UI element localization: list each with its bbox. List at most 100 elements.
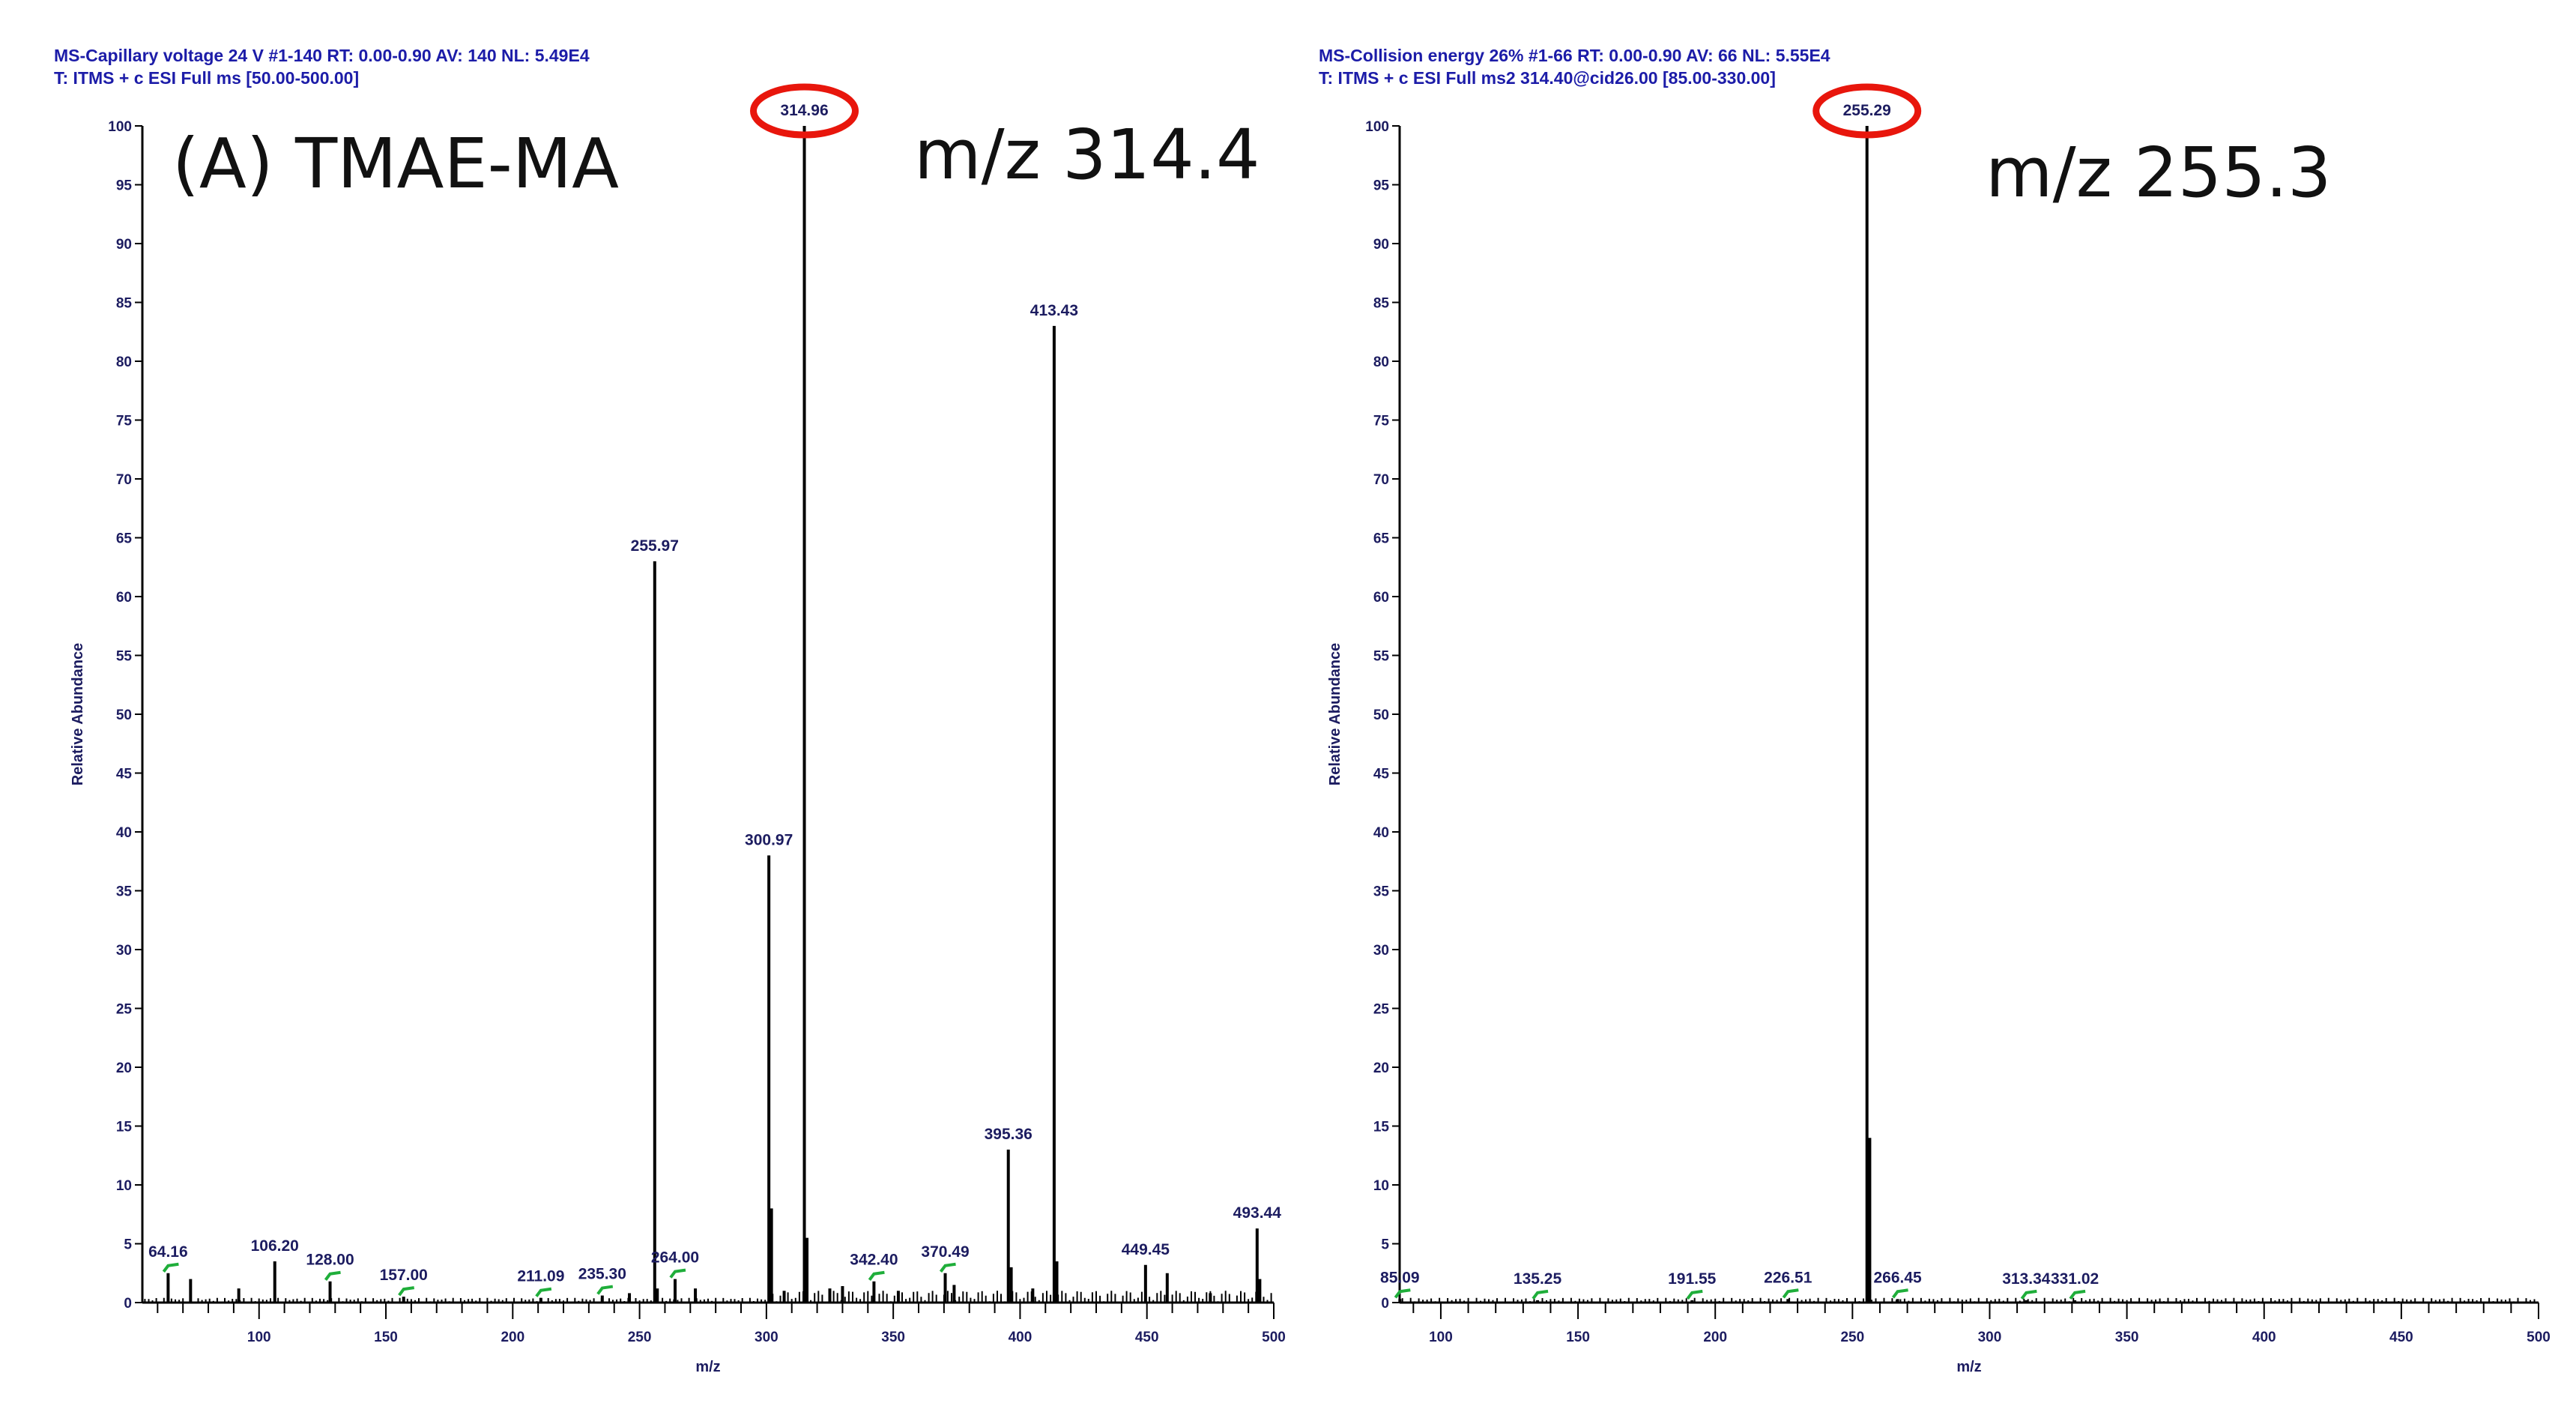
- x-tick-label: 400: [1009, 1330, 1032, 1345]
- y-tick-label: 75: [116, 414, 133, 429]
- y-tick-label: 5: [124, 1237, 132, 1253]
- y-tick-label: 55: [1373, 649, 1390, 665]
- peak-label: 235.30: [578, 1266, 626, 1283]
- peak-marker: [669, 1268, 686, 1279]
- y-tick-label: 90: [1373, 237, 1389, 253]
- peak-marker: [535, 1287, 552, 1297]
- highlight-ring: [750, 83, 859, 139]
- peak-marker: [1782, 1288, 1799, 1299]
- y-tick-label: 60: [1373, 590, 1389, 606]
- peak-label: 300.97: [745, 831, 793, 848]
- y-tick-label: 70: [1373, 472, 1389, 488]
- x-axis-label: m/z: [695, 1359, 720, 1375]
- spectrum-panel-1: MS-Capillary voltage 24 V #1-140 RT: 0.0…: [54, 46, 1286, 1375]
- y-tick-label: 35: [116, 884, 133, 900]
- peak-label: 85.09: [1380, 1269, 1420, 1286]
- y-tick-label: 5: [1381, 1237, 1389, 1253]
- peak-marker: [324, 1270, 341, 1281]
- x-tick-label: 100: [247, 1330, 271, 1345]
- peak-marker: [162, 1262, 179, 1273]
- peak-label: 64.16: [148, 1243, 188, 1261]
- y-tick-label: 20: [1373, 1060, 1389, 1076]
- peak-marker: [1532, 1289, 1549, 1300]
- peak-label: 342.40: [850, 1252, 898, 1269]
- x-tick-label: 200: [501, 1330, 524, 1345]
- y-tick-label: 75: [1373, 414, 1390, 429]
- peak-label: 266.45: [1873, 1269, 1922, 1286]
- x-tick-label: 250: [1840, 1330, 1864, 1345]
- y-tick-label: 65: [116, 531, 133, 547]
- x-tick-label: 350: [2115, 1330, 2139, 1345]
- x-tick-label: 150: [1566, 1330, 1590, 1345]
- y-tick-label: 100: [108, 119, 132, 135]
- peak-label: 157.00: [380, 1267, 428, 1284]
- y-tick-label: 90: [116, 237, 132, 253]
- peak-marker: [1891, 1288, 1908, 1299]
- x-tick-label: 450: [1135, 1330, 1159, 1345]
- peak-marker: [2020, 1289, 2037, 1300]
- peak-label: 413.43: [1030, 302, 1078, 319]
- peak-label: 493.44: [1233, 1204, 1282, 1222]
- peak-marker: [939, 1262, 956, 1273]
- peak-label: 106.20: [251, 1237, 299, 1255]
- y-tick-label: 55: [116, 649, 133, 665]
- peak-label: 255.97: [631, 537, 679, 555]
- x-tick-label: 250: [628, 1330, 652, 1345]
- scan-header-line2: T: ITMS + c ESI Full ms [50.00-500.00]: [54, 68, 359, 88]
- x-tick-label: 350: [881, 1330, 905, 1345]
- y-tick-label: 20: [116, 1060, 132, 1076]
- y-tick-label: 85: [116, 296, 133, 312]
- y-tick-label: 15: [116, 1120, 133, 1135]
- x-tick-label: 500: [1262, 1330, 1286, 1345]
- peak-label: 449.45: [1122, 1241, 1170, 1258]
- y-axis-label: Relative Abundance: [70, 643, 86, 785]
- highlight-ring: [1812, 83, 1922, 139]
- precursor-mz-label: m/z 314.4: [914, 115, 1260, 195]
- scan-header-line1: MS-Collision energy 26% #1-66 RT: 0.00-0…: [1319, 46, 1830, 65]
- y-tick-label: 45: [116, 767, 133, 782]
- y-tick-label: 65: [1373, 531, 1390, 547]
- y-tick-label: 95: [1373, 178, 1390, 194]
- y-tick-label: 45: [1373, 767, 1390, 782]
- y-tick-label: 10: [1373, 1178, 1389, 1194]
- x-tick-label: 450: [2389, 1330, 2413, 1345]
- y-tick-label: 25: [1373, 1002, 1390, 1018]
- x-tick-label: 400: [2252, 1330, 2276, 1345]
- y-tick-label: 70: [116, 472, 132, 488]
- peak-label: 191.55: [1668, 1270, 1717, 1288]
- compound-label: (A) TMAE-MA: [172, 124, 619, 204]
- peak-marker: [868, 1270, 885, 1281]
- y-tick-label: 50: [1373, 707, 1389, 723]
- baseline-noise: [144, 1291, 1272, 1303]
- peak-label: 370.49: [921, 1243, 969, 1261]
- x-tick-label: 500: [2527, 1330, 2551, 1345]
- x-tick-label: 150: [374, 1330, 398, 1345]
- peak-label: 255.29: [1843, 102, 1891, 119]
- peak-label: 313.34: [2002, 1270, 2051, 1288]
- peak-marker: [398, 1286, 415, 1297]
- y-axis-label: Relative Abundance: [1327, 643, 1343, 785]
- peak-label: 226.51: [1764, 1269, 1812, 1286]
- peak-marker: [2069, 1289, 2086, 1300]
- y-tick-label: 0: [1381, 1296, 1389, 1312]
- y-tick-label: 30: [1373, 943, 1389, 959]
- y-tick-label: 40: [1373, 825, 1389, 841]
- y-tick-label: 10: [116, 1178, 132, 1194]
- peak-marker: [596, 1285, 614, 1295]
- x-tick-label: 300: [755, 1330, 778, 1345]
- peak-label: 128.00: [306, 1252, 354, 1269]
- y-tick-label: 100: [1365, 119, 1389, 135]
- y-tick-label: 35: [1373, 884, 1390, 900]
- baseline-noise: [1401, 1297, 2536, 1303]
- x-axis-label: m/z: [1956, 1359, 1981, 1375]
- scan-header-line1: MS-Capillary voltage 24 V #1-140 RT: 0.0…: [54, 46, 590, 65]
- x-tick-label: 200: [1703, 1330, 1727, 1345]
- peak-label: 331.02: [2051, 1270, 2099, 1288]
- y-tick-label: 85: [1373, 296, 1390, 312]
- y-tick-label: 15: [1373, 1120, 1390, 1135]
- scan-header-line2: T: ITMS + c ESI Full ms2 314.40@cid26.00…: [1319, 68, 1776, 88]
- y-tick-label: 40: [116, 825, 132, 841]
- peak-label: 264.00: [651, 1249, 699, 1267]
- x-tick-label: 300: [1978, 1330, 2002, 1345]
- spectrum-panel-2: MS-Collision energy 26% #1-66 RT: 0.00-0…: [1319, 46, 2551, 1375]
